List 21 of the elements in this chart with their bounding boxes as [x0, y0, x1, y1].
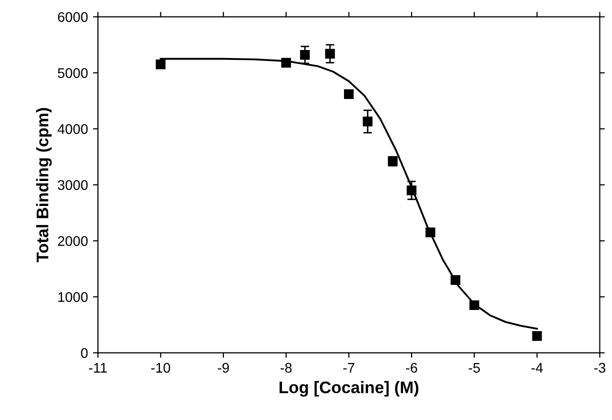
x-tick-label: -5 — [468, 363, 480, 373]
y-axis-title: Total Binding (cpm) — [36, 108, 52, 262]
x-tick-label: -11 — [89, 363, 107, 373]
x-tick-label: -3 — [594, 362, 606, 373]
y-tick-label: 0 — [81, 348, 88, 358]
y-tick-label: 3000 — [58, 180, 88, 190]
y-tick-label: 1000 — [58, 292, 88, 302]
x-tick-label: -10 — [151, 362, 170, 373]
x-tick-label: -8 — [280, 362, 292, 373]
x-tick-label: -7 — [343, 363, 354, 373]
y-tick-label: 2000 — [58, 236, 88, 246]
y-tick-label: 4000 — [58, 124, 88, 134]
y-tick-label: 5000 — [58, 68, 88, 78]
point — [325, 48, 335, 59]
y-tick-label: 6000 — [58, 12, 88, 22]
point — [344, 89, 354, 99]
point — [532, 331, 542, 341]
x-tick-label: -9 — [218, 362, 229, 373]
x-tick-label: -4 — [531, 363, 543, 373]
x-axis-title: Log [Cocaine] (M) — [280, 381, 418, 397]
x-tick-label: -6 — [406, 362, 418, 373]
